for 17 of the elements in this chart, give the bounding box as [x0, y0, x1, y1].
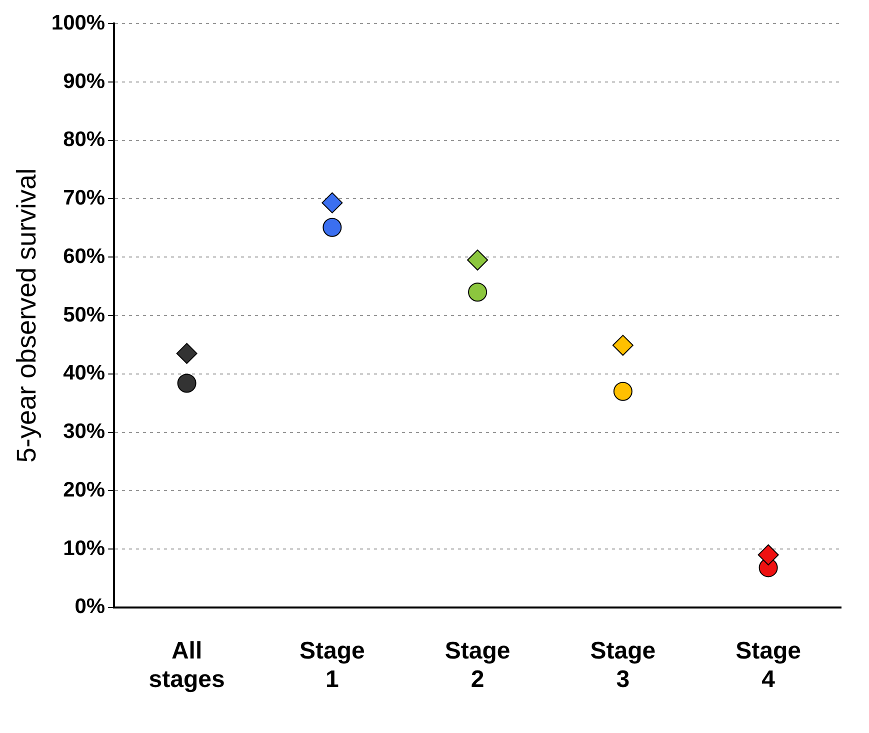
y-tick-label: 50% — [63, 303, 106, 326]
y-tick-label: 40% — [63, 362, 106, 385]
x-tick-label: Stage 4 — [736, 637, 801, 694]
x-tick-label: Stage 1 — [299, 637, 365, 694]
x-tick-label: All stages — [148, 637, 225, 694]
x-tick-label: Stage 2 — [444, 637, 510, 694]
y-tick-label: 80% — [63, 128, 106, 152]
y-tick-label: 90% — [63, 70, 106, 93]
y-tick-label: 30% — [63, 420, 106, 444]
x-tick-label: Stage 3 — [590, 637, 656, 694]
y-axis-title: 5-year observed survival — [12, 168, 42, 463]
y-tick-label: 10% — [63, 536, 106, 560]
y-tick-label: 0% — [74, 595, 106, 618]
y-tick-label: 20% — [63, 478, 106, 502]
y-tick-label: 70% — [63, 186, 106, 210]
y-tick-label: 60% — [63, 244, 106, 268]
y-tick-label: 100% — [51, 11, 106, 34]
